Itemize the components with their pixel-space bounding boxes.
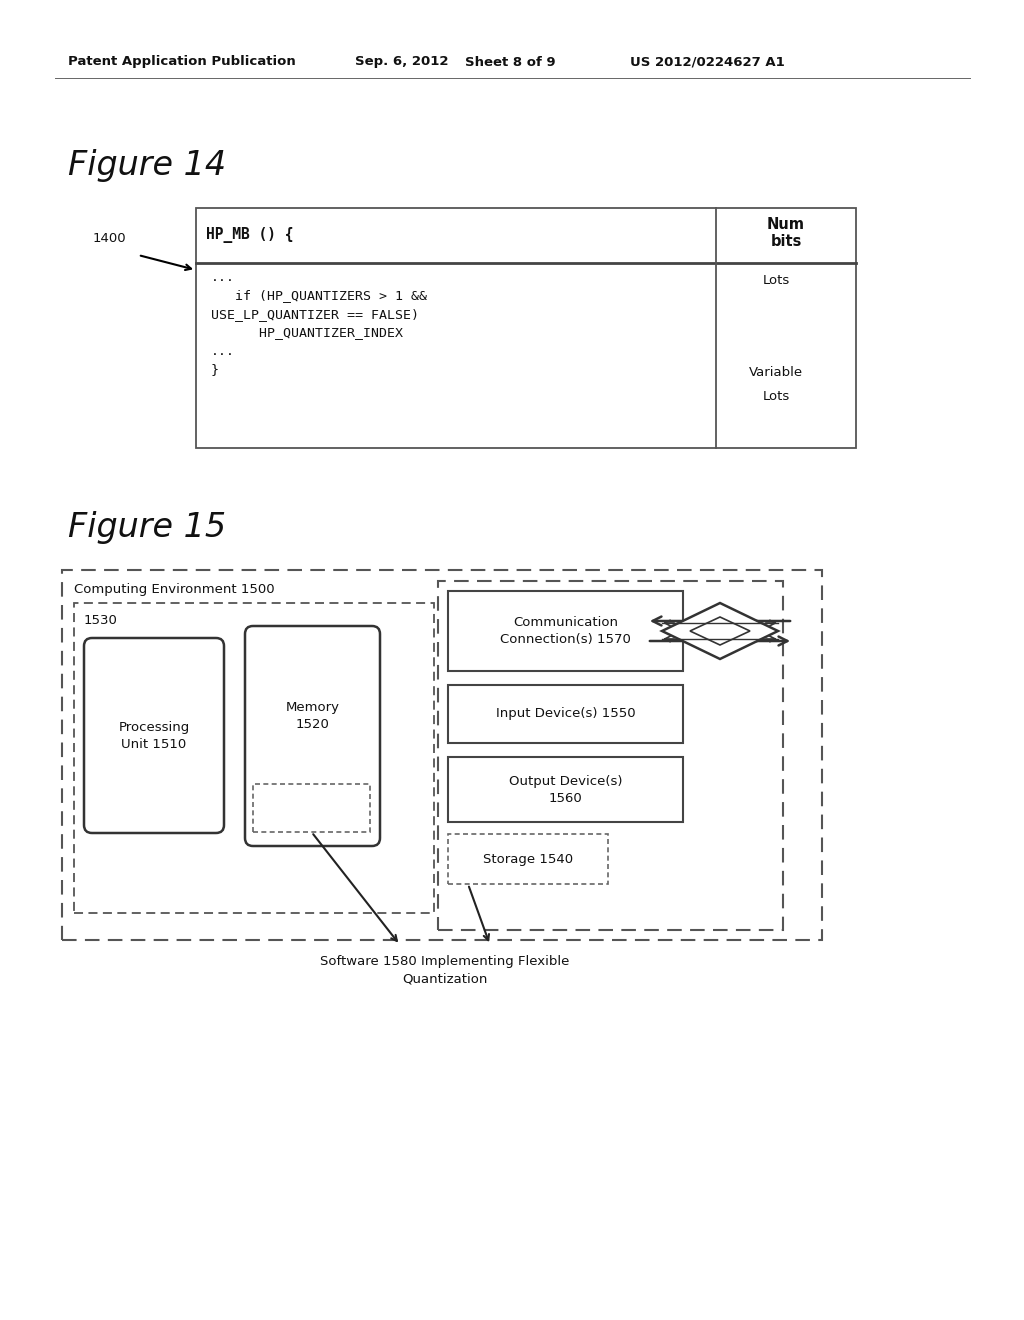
Text: Processing
Unit 1510: Processing Unit 1510 <box>119 721 189 751</box>
Text: Figure 14: Figure 14 <box>68 149 226 181</box>
Text: Sep. 6, 2012: Sep. 6, 2012 <box>355 55 449 69</box>
Bar <box>449 756 683 822</box>
Text: HP_MB () {: HP_MB () { <box>206 227 294 243</box>
Bar <box>449 685 683 743</box>
Text: Software 1580 Implementing Flexible
Quantization: Software 1580 Implementing Flexible Quan… <box>321 954 569 986</box>
Bar <box>74 603 434 913</box>
Text: Patent Application Publication: Patent Application Publication <box>68 55 296 69</box>
Text: Communication
Connection(s) 1570: Communication Connection(s) 1570 <box>500 616 631 645</box>
Text: Computing Environment 1500: Computing Environment 1500 <box>74 583 274 597</box>
Text: Memory
1520: Memory 1520 <box>286 701 340 731</box>
Bar <box>449 591 683 671</box>
Text: 1400: 1400 <box>93 231 127 244</box>
Text: Input Device(s) 1550: Input Device(s) 1550 <box>496 708 635 721</box>
Text: Variable: Variable <box>749 367 803 380</box>
Bar <box>438 581 783 931</box>
Text: Figure 15: Figure 15 <box>68 511 226 544</box>
FancyBboxPatch shape <box>245 626 380 846</box>
Bar <box>449 834 608 884</box>
FancyBboxPatch shape <box>84 638 224 833</box>
Text: ...
   if (HP_QUANTIZERS > 1 &&
USE_LP_QUANTIZER == FALSE)
      HP_QUANTIZER_IN: ... if (HP_QUANTIZERS > 1 && USE_LP_QUAN… <box>211 271 427 376</box>
Bar <box>62 570 822 940</box>
Text: Lots: Lots <box>763 389 790 403</box>
Text: 1530: 1530 <box>84 615 118 627</box>
Text: Num
bits: Num bits <box>767 216 805 249</box>
Text: Sheet 8 of 9: Sheet 8 of 9 <box>465 55 556 69</box>
Bar <box>253 784 370 832</box>
Polygon shape <box>662 603 778 659</box>
Text: Output Device(s)
1560: Output Device(s) 1560 <box>509 775 623 804</box>
Text: US 2012/0224627 A1: US 2012/0224627 A1 <box>630 55 784 69</box>
Bar <box>196 209 856 447</box>
Text: Lots: Lots <box>763 275 790 288</box>
Text: Storage 1540: Storage 1540 <box>483 853 573 866</box>
Polygon shape <box>690 616 750 645</box>
